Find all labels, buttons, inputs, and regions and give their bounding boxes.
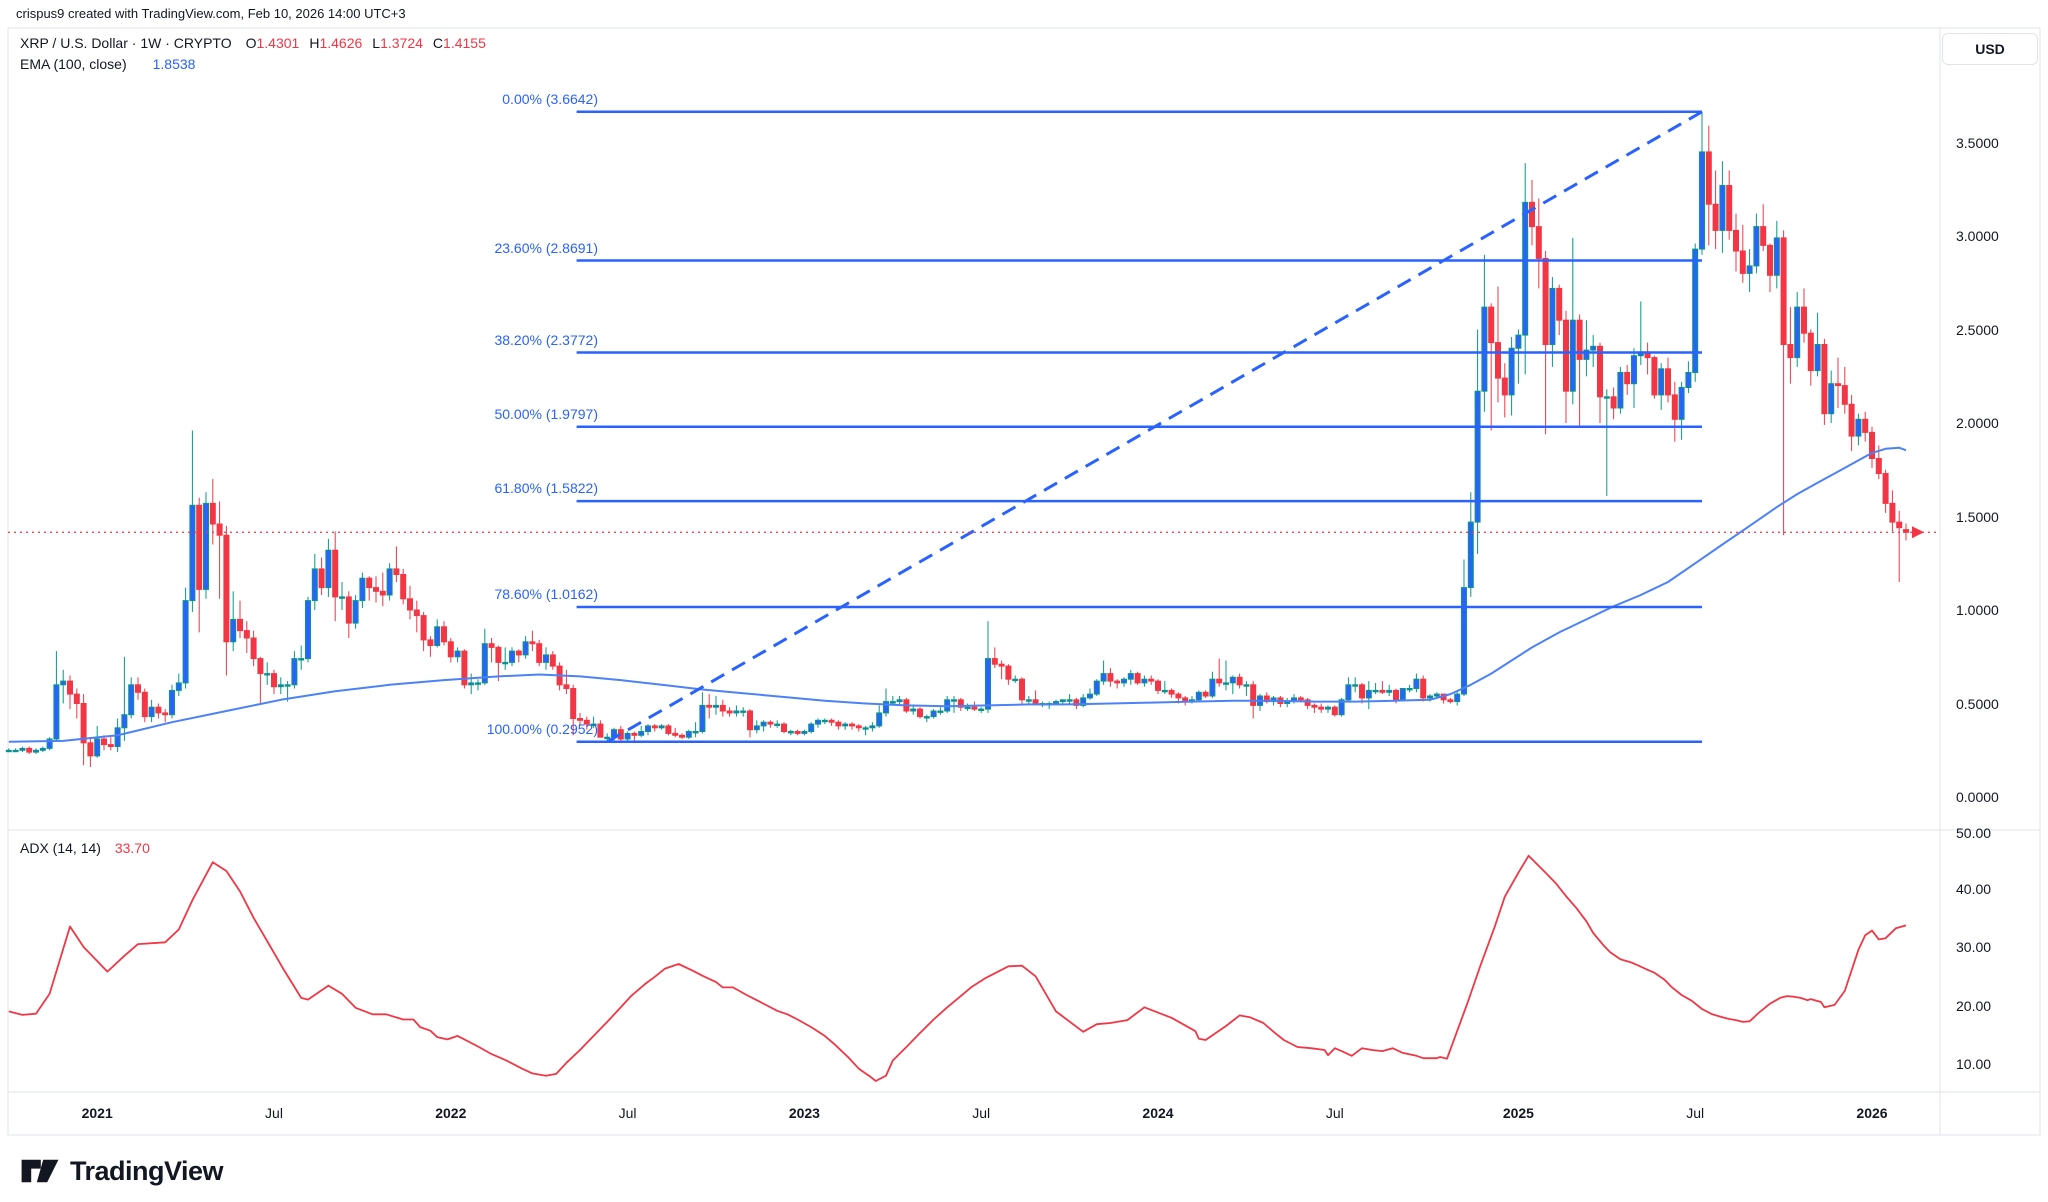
ema-legend-row[interactable]: EMA (100, close) 1.8538 — [20, 54, 486, 75]
adx-indicator-label: ADX (14, 14) — [20, 840, 101, 856]
time-tick-jul: Jul — [1325, 1105, 1344, 1121]
adx-tick: 20.00 — [1956, 997, 1992, 1014]
price-arrow-icon — [1912, 526, 1924, 539]
ohlc-l: L1.3724 — [372, 35, 423, 51]
price-tick: 2.0000 — [1956, 415, 1999, 431]
time-tick-2026: 2026 — [1856, 1105, 1888, 1121]
fib-label: 100.00% (0.2952) — [486, 721, 598, 737]
fib-label: 23.60% (2.8691) — [494, 240, 598, 256]
currency-axis-button[interactable]: USD — [1942, 33, 2038, 65]
adx-tick: 40.00 — [1956, 880, 1992, 897]
ohlc-c: C1.4155 — [432, 35, 486, 51]
price-tick: 1.0000 — [1956, 602, 1999, 618]
time-tick-2025: 2025 — [1502, 1105, 1534, 1121]
price-tick: 0.5000 — [1956, 695, 1999, 712]
time-tick-jul: Jul — [972, 1105, 991, 1121]
time-tick-2024: 2024 — [1142, 1105, 1174, 1121]
time-tick-2023: 2023 — [788, 1105, 820, 1121]
price-tick: 2.5000 — [1956, 321, 1999, 338]
adx-line — [8, 854, 1907, 1082]
candles-series — [5, 111, 1909, 768]
last-price-line — [8, 526, 1936, 539]
pane-separators — [7, 27, 2041, 1136]
adx-tick: 10.00 — [1956, 1056, 1992, 1072]
ohlc-o: O1.4301 — [245, 35, 300, 51]
fib-label: 38.20% (2.3772) — [494, 332, 598, 348]
fib-label: 61.80% (1.5822) — [494, 480, 598, 496]
ohlc-h: H1.4626 — [309, 35, 363, 51]
price-tick: 3.5000 — [1956, 134, 1999, 151]
trend-line[interactable] — [606, 110, 1703, 744]
symbol-title: XRP / U.S. Dollar · 1W · CRYPTO — [20, 35, 232, 51]
tradingview-logo-icon — [21, 1159, 59, 1183]
attribution-text: crispus9 created with TradingView.com, F… — [16, 6, 406, 21]
ema-indicator-value: 1.8538 — [152, 56, 196, 72]
ema-line — [8, 446, 1907, 743]
price-pane-legend: XRP / U.S. Dollar · 1W · CRYPTO O1.4301 H… — [20, 33, 486, 75]
time-tick-2022: 2022 — [435, 1105, 467, 1121]
price-tick: 1.5000 — [1956, 508, 1999, 525]
time-tick-jul: Jul — [618, 1105, 637, 1121]
fib-label: 50.00% (1.9797) — [494, 406, 598, 422]
tradingview-logo-text: TradingView — [70, 1155, 224, 1186]
time-tick-jul: Jul — [1686, 1105, 1705, 1121]
tradingview-logo[interactable]: TradingView — [20, 1154, 224, 1188]
time-tick-jul: Jul — [265, 1105, 283, 1121]
symbol-legend-row[interactable]: XRP / U.S. Dollar · 1W · CRYPTO O1.4301 H… — [20, 33, 486, 54]
adx-tick: 30.00 — [1956, 939, 1992, 955]
price-tick: 3.0000 — [1956, 228, 1999, 244]
fib-label: 0.00% (3.6642) — [502, 91, 598, 107]
adx-indicator-value: 33.70 — [114, 840, 150, 856]
time-tick-2021: 2021 — [81, 1105, 113, 1121]
ema-indicator-label: EMA (100, close) — [20, 56, 127, 72]
fib-label: 78.60% (1.0162) — [494, 586, 598, 602]
adx-tick: 50.00 — [1956, 825, 1992, 841]
fib-retracement[interactable] — [576, 110, 1702, 744]
ohlc-values: O1.4301 H1.4626 L1.3724 C1.4155 — [246, 33, 486, 54]
price-tick: 0.0000 — [1956, 789, 1999, 805]
adx-pane-legend[interactable]: ADX (14, 14) 33.70 — [20, 840, 150, 856]
